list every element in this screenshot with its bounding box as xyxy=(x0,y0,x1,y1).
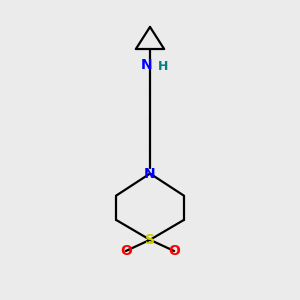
Text: O: O xyxy=(168,244,180,258)
Text: S: S xyxy=(145,233,155,247)
Text: O: O xyxy=(120,244,132,258)
Text: N: N xyxy=(141,58,152,72)
Text: N: N xyxy=(144,167,156,181)
Text: H: H xyxy=(158,60,168,73)
